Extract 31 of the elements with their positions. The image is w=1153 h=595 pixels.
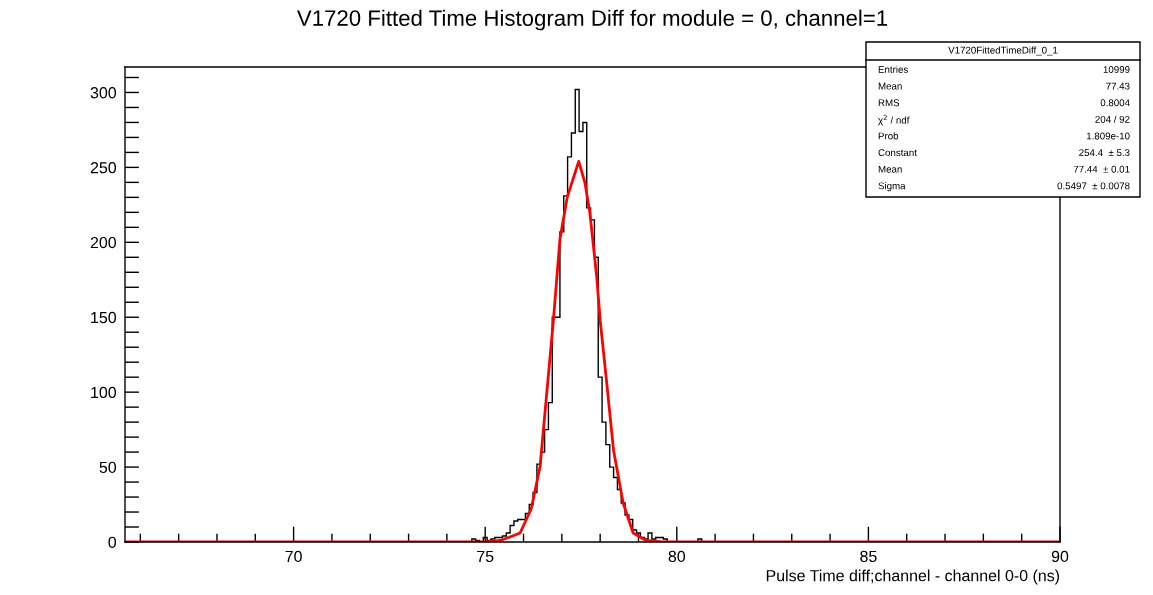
annotation: Prob xyxy=(878,132,899,140)
y-tick-label: 300 xyxy=(90,87,117,99)
annotation: 0.5497 ± 0.0078 xyxy=(1057,182,1130,190)
text: 77.43 xyxy=(1106,82,1130,90)
text: 254.4 ± 5.3 xyxy=(1079,149,1130,157)
y-tick-label: 200 xyxy=(90,236,117,249)
y-tick-label: 0 xyxy=(108,536,117,548)
text: 204 / 92 xyxy=(1095,115,1130,123)
annotation: χ$^{2}$ / ndf xyxy=(878,114,910,126)
text: 10999 xyxy=(1103,66,1130,73)
y-tick-label: 100 xyxy=(91,386,117,399)
annotation: RMS xyxy=(878,99,900,107)
text: V1720FittedTimeDiff_0_1 xyxy=(948,46,1058,56)
x-tick-label: 85 xyxy=(860,550,877,563)
x-axis-title: Pulse Time diff;channel - channel 0-0 (ns) xyxy=(766,569,1060,585)
text: 77.44 ± 0.01 xyxy=(1073,165,1130,173)
annotation: Sigma xyxy=(878,182,906,192)
chart-title: V1720 Fitted Time Histogram Diff for module = 0, channel=1 xyxy=(296,9,888,31)
x-tick-label: 90 xyxy=(1051,550,1069,563)
annotation: Mean xyxy=(878,165,902,173)
y-tick-label: 150 xyxy=(91,311,117,324)
text: 0.8004 xyxy=(1100,99,1130,107)
text: 1.809e-10 xyxy=(1086,132,1130,140)
annotation: Constant xyxy=(878,149,917,157)
y-tick-label: 250 xyxy=(90,162,117,174)
y-tick-label: 50 xyxy=(99,461,117,474)
annotation: Entries xyxy=(878,65,908,73)
x-tick-label: 80 xyxy=(668,550,686,563)
annotation: Mean xyxy=(878,82,902,90)
x-tick-label: 75 xyxy=(477,550,494,563)
x-tick-label: 70 xyxy=(285,550,302,563)
